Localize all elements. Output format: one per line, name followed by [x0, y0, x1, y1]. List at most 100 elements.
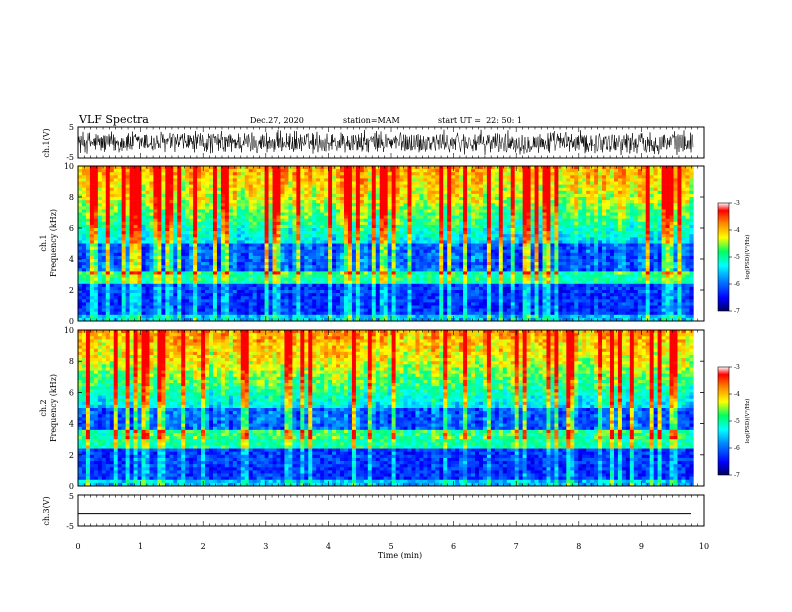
spectrogram-cell — [689, 193, 694, 198]
spectrogram-cell — [133, 190, 138, 195]
spectrogram-cell — [240, 175, 246, 179]
spectrogram-cell — [165, 224, 170, 229]
spectrogram-cell — [351, 212, 357, 216]
spectrogram-cell — [566, 209, 571, 213]
spectrogram-cell — [117, 224, 122, 229]
spectrogram-cell — [324, 209, 329, 213]
spectrogram-cell — [490, 181, 496, 185]
spectrogram-cell — [133, 240, 138, 244]
spectrogram-cell — [173, 166, 178, 170]
spectrogram-cell — [510, 212, 516, 216]
spectrogram-cell — [558, 252, 563, 257]
spectrogram-cell — [403, 252, 408, 257]
spectrogram-cell — [332, 193, 337, 198]
spectrogram-cell — [169, 252, 174, 257]
spectrogram-cell — [260, 193, 265, 198]
spectrogram-cell — [125, 231, 130, 235]
spectrogram-cell — [550, 259, 555, 263]
spectrogram-cell — [89, 215, 95, 219]
spectrogram-cell — [248, 243, 253, 247]
spectrogram-cell — [296, 231, 301, 235]
spectrogram-cell — [145, 262, 150, 266]
spectrogram-cell — [403, 172, 408, 176]
spectrogram-cell — [121, 178, 126, 182]
spectrogram-cell — [629, 209, 635, 213]
spectrogram-cell — [471, 237, 476, 241]
spectrogram-cell — [467, 221, 472, 226]
spectrogram-cell — [304, 169, 309, 173]
spectrogram-cell — [641, 262, 647, 266]
spectrogram-cell — [637, 212, 643, 216]
spectrogram-cell — [383, 243, 388, 247]
spectrogram-cell — [240, 184, 246, 188]
spectrogram-cell — [272, 181, 277, 185]
spectrogram-cell — [419, 234, 424, 238]
spectrogram-cell — [645, 218, 650, 223]
spectrogram-cell — [574, 234, 579, 238]
spectrogram-cell — [228, 169, 234, 173]
spectrogram-cell — [117, 193, 122, 198]
spectrogram-cell — [209, 193, 214, 198]
spectrogram-cell — [292, 218, 297, 223]
spectrogram-cell — [379, 190, 384, 195]
spectrogram-cell — [455, 262, 460, 266]
spectrogram-cell — [97, 252, 103, 257]
spectrogram-cell — [490, 249, 496, 254]
spectrogram-cell — [292, 190, 297, 195]
spectrogram-cell — [677, 218, 682, 223]
spectrogram-cell — [475, 259, 480, 263]
spectrogram-cell — [133, 175, 138, 179]
spectrogram-cell — [459, 175, 464, 179]
spectrogram-cell — [455, 249, 460, 254]
spectrogram-cell — [375, 259, 381, 263]
spectrogram-cell — [534, 237, 539, 241]
spectrogram-cell — [451, 206, 456, 210]
spectrogram-cell — [582, 240, 587, 244]
spectrogram-cell — [93, 172, 99, 176]
spectrogram-cell — [78, 166, 83, 170]
spectrogram-cell — [193, 224, 198, 229]
spectrogram-cell — [439, 234, 444, 238]
spectrogram-cell — [232, 193, 238, 198]
spectrogram-cell — [157, 240, 162, 244]
spectrogram-cell — [197, 240, 202, 244]
spectrogram-cell — [193, 252, 198, 257]
spectrogram-cell — [435, 262, 440, 266]
spectrogram-cell — [685, 187, 690, 192]
spectrogram-cell — [308, 218, 313, 223]
spectrogram-cell — [427, 215, 432, 219]
spectrogram-cell — [467, 206, 472, 210]
spectrogram-cell — [391, 231, 396, 235]
spectrogram-cell — [586, 172, 591, 176]
spectrogram-cell — [586, 200, 591, 204]
spectrogram-cell — [455, 255, 460, 260]
spectrogram-cell — [89, 190, 95, 195]
spectrogram-cell — [510, 234, 516, 238]
spectrogram-cell — [506, 237, 512, 241]
spectrogram-cell — [486, 246, 492, 250]
spectrogram-cell — [153, 190, 158, 195]
spectrogram-cell — [661, 218, 666, 223]
spectrogram-cell — [343, 249, 349, 254]
spectrogram-cell — [534, 181, 539, 185]
spectrogram-cell — [201, 197, 206, 201]
spectrogram-cell — [419, 190, 424, 195]
spectrogram-cell — [415, 234, 420, 238]
spectrogram-cell — [383, 231, 388, 235]
spectrogram-cell — [359, 243, 365, 247]
spectrogram-cell — [609, 193, 615, 198]
spectrogram-cell — [554, 252, 559, 257]
spectrogram-cell — [197, 243, 202, 247]
spectrogram-cell — [256, 203, 261, 207]
spectrogram-cell — [665, 252, 670, 257]
spectrogram-cell — [443, 187, 448, 192]
spectrogram-cell — [657, 212, 662, 216]
spectrogram-cell — [669, 187, 674, 192]
spectrogram-cell — [403, 231, 408, 235]
spectrogram-cell — [312, 215, 317, 219]
spectrogram-cell — [534, 231, 539, 235]
spectrogram-cell — [165, 243, 170, 247]
spectrogram-cell — [232, 262, 238, 266]
spectrogram-cell — [220, 169, 226, 173]
spectrogram-cell — [641, 259, 647, 263]
